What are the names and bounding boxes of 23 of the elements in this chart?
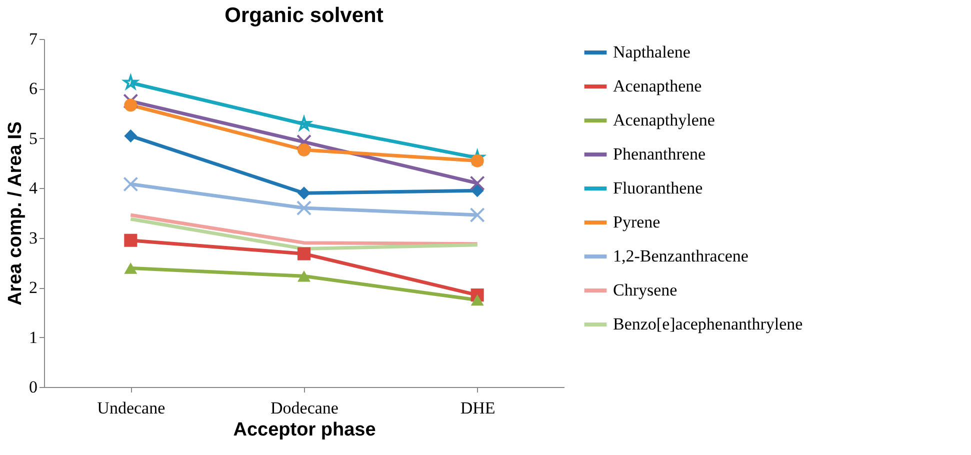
chart-title: Organic solvent bbox=[224, 4, 384, 27]
y-tick-label: 2 bbox=[29, 278, 38, 298]
y-tick-label: 4 bbox=[29, 178, 38, 198]
x-tick-label: Dodecane bbox=[270, 398, 338, 418]
y-tick-label: 6 bbox=[29, 79, 38, 98]
legend-label: Fluoranthene bbox=[613, 178, 703, 198]
legend-label: Phenanthrene bbox=[613, 144, 706, 164]
y-tick-label: 5 bbox=[29, 128, 38, 148]
legend-label: Chrysene bbox=[613, 280, 678, 300]
legend-label: Acenapthylene bbox=[613, 110, 715, 130]
y-tick-label: 7 bbox=[29, 30, 38, 48]
legend-label: Acenapthene bbox=[613, 76, 702, 96]
legend-label: Pyrene bbox=[613, 212, 660, 232]
y-axis-title: Area comp. / Area IS bbox=[5, 121, 26, 306]
x-tick-label: Undecane bbox=[97, 398, 166, 418]
y-tick-label: 0 bbox=[29, 378, 38, 396]
legend-label: 1,2-Benzanthracene bbox=[613, 246, 748, 266]
legend-label: Benzo[e]acephenanthrylene bbox=[613, 314, 803, 334]
x-tick-label: DHE bbox=[460, 398, 496, 418]
legend-label: Napthalene bbox=[613, 42, 690, 62]
y-tick-label: 3 bbox=[29, 228, 38, 248]
y-tick-label: 1 bbox=[29, 328, 38, 347]
x-axis-title: Acceptor phase bbox=[233, 420, 376, 440]
